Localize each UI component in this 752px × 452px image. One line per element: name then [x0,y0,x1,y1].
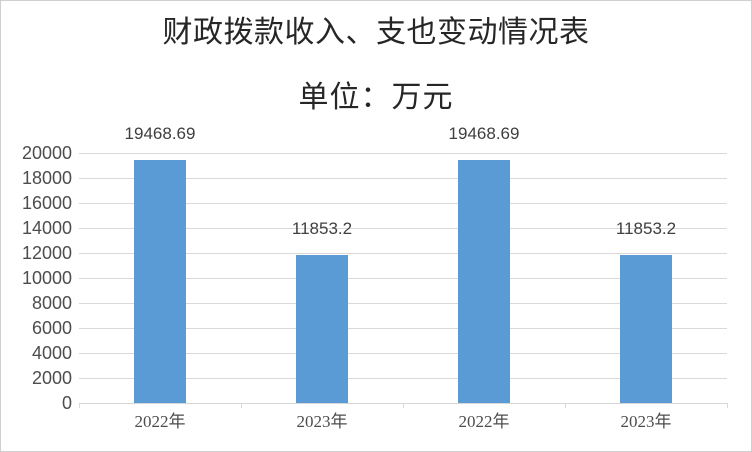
x-axis-tick-mark [79,403,80,408]
bar [296,254,348,403]
gridline [79,227,727,229]
y-axis-tick-label: 6000 [31,318,72,338]
x-axis-category-label: 2022年 [458,412,510,431]
x-axis-category-label: 2022年 [134,412,186,431]
y-axis-tick-label: 0 [61,393,72,413]
bar [620,254,672,403]
x-axis-category-label: 2023年 [296,412,348,431]
gridline [79,277,727,279]
x-axis-tick-mark [241,403,242,408]
x-axis-category-label: 2023年 [620,412,672,431]
gridline [79,377,727,379]
gridline [79,302,727,304]
gridline [79,252,727,254]
bar [134,159,186,403]
bar [458,159,510,403]
y-axis-tick-label: 8000 [31,293,72,313]
chart-title: 财政拨款收入、支也变动情况表 [162,16,590,49]
y-axis-tick-label: 4000 [31,343,72,363]
y-axis-tick-label: 16000 [21,193,72,213]
bar-value-label: 11853.2 [291,218,353,238]
y-axis-tick-label: 2000 [31,368,72,388]
y-axis-tick-label: 14000 [21,218,72,238]
x-axis-tick-mark [565,403,566,408]
y-axis-tick-label: 20000 [21,143,72,163]
gridline [79,327,727,329]
gridline [79,152,727,154]
chart-subtitle: 单位：万元 [298,81,454,114]
bar-value-label: 11853.2 [615,218,677,238]
x-axis-tick-mark [403,403,404,408]
bar-value-label: 19468.69 [124,123,196,143]
gridline [79,352,727,354]
y-axis-tick-label: 12000 [21,243,72,263]
x-axis-tick-mark [727,403,728,408]
gridline [79,177,727,179]
y-axis-tick-label: 10000 [21,268,72,288]
plot-area [79,152,727,404]
gridline [79,202,727,204]
y-axis-tick-label: 18000 [21,168,72,188]
bar-value-label: 19468.69 [448,123,520,143]
